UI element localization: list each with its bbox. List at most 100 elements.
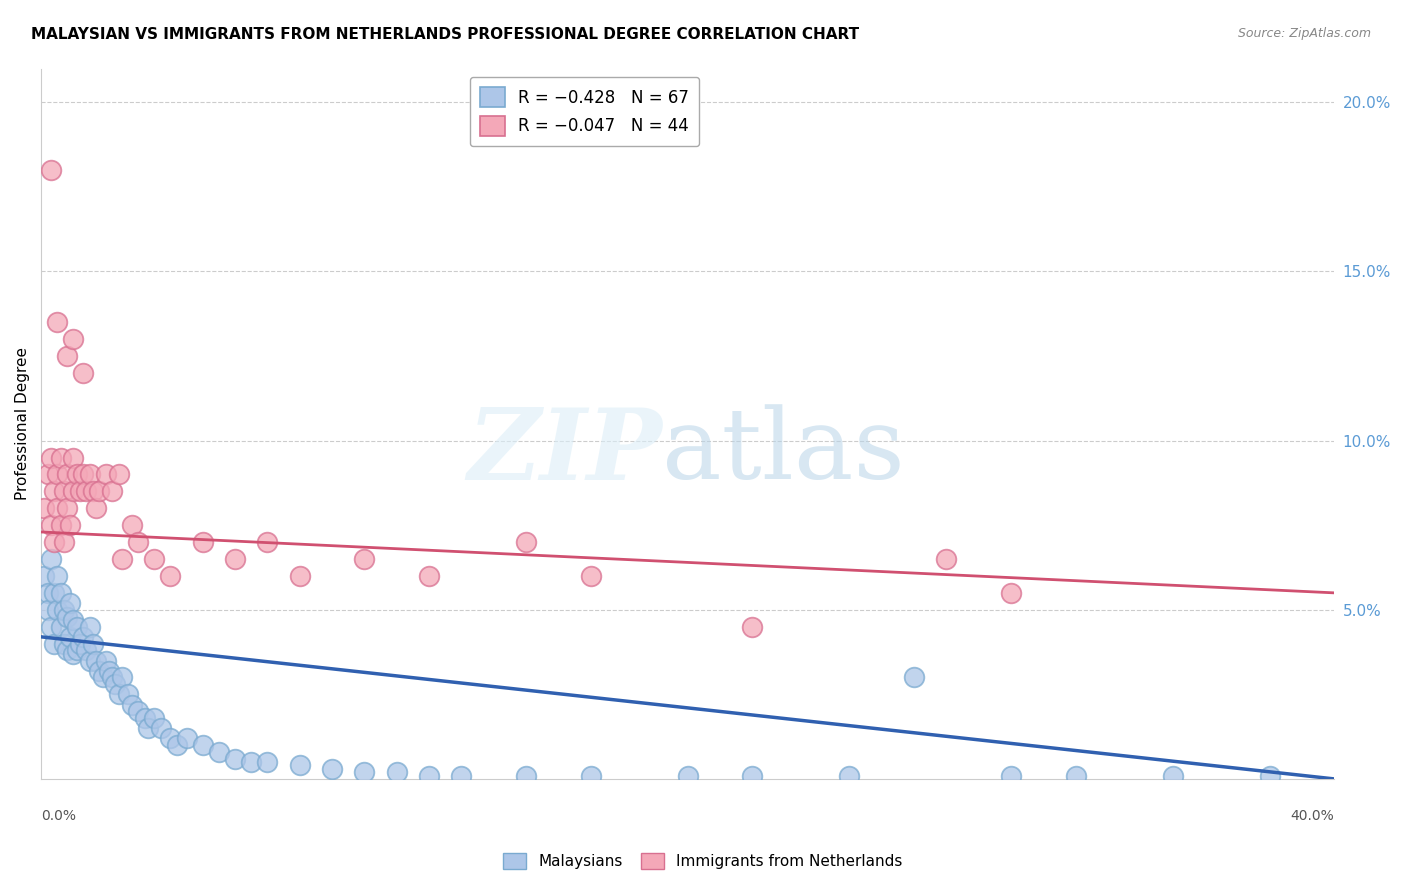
- Point: [176, 731, 198, 746]
- Point: [62, 613, 84, 627]
- Point: [136, 721, 159, 735]
- Point: [418, 768, 440, 782]
- Point: [676, 768, 699, 782]
- Point: [127, 704, 149, 718]
- Text: atlas: atlas: [662, 404, 904, 500]
- Legend: Malaysians, Immigrants from Netherlands: Malaysians, Immigrants from Netherlands: [498, 847, 908, 875]
- Point: [1161, 768, 1184, 782]
- Point: [46, 315, 69, 329]
- Point: [62, 647, 84, 661]
- Point: [46, 501, 69, 516]
- Point: [59, 630, 82, 644]
- Point: [515, 768, 537, 782]
- Point: [94, 467, 117, 482]
- Point: [52, 484, 75, 499]
- Text: Source: ZipAtlas.com: Source: ZipAtlas.com: [1237, 27, 1371, 40]
- Point: [59, 596, 82, 610]
- Point: [741, 768, 763, 782]
- Point: [353, 765, 375, 780]
- Point: [49, 518, 72, 533]
- Point: [59, 518, 82, 533]
- Point: [903, 670, 925, 684]
- Point: [56, 467, 79, 482]
- Text: 0.0%: 0.0%: [41, 809, 76, 823]
- Point: [321, 762, 343, 776]
- Point: [107, 687, 129, 701]
- Point: [240, 755, 263, 769]
- Point: [42, 586, 65, 600]
- Point: [52, 535, 75, 549]
- Point: [117, 687, 139, 701]
- Text: 40.0%: 40.0%: [1291, 809, 1334, 823]
- Point: [256, 755, 278, 769]
- Point: [72, 366, 94, 380]
- Point: [579, 569, 602, 583]
- Point: [101, 670, 124, 684]
- Point: [121, 518, 143, 533]
- Point: [101, 484, 124, 499]
- Point: [72, 467, 94, 482]
- Point: [143, 552, 166, 566]
- Point: [62, 450, 84, 465]
- Text: MALAYSIAN VS IMMIGRANTS FROM NETHERLANDS PROFESSIONAL DEGREE CORRELATION CHART: MALAYSIAN VS IMMIGRANTS FROM NETHERLANDS…: [31, 27, 859, 42]
- Y-axis label: Professional Degree: Professional Degree: [15, 347, 30, 500]
- Point: [39, 450, 62, 465]
- Point: [56, 501, 79, 516]
- Point: [62, 484, 84, 499]
- Point: [127, 535, 149, 549]
- Point: [37, 603, 59, 617]
- Point: [134, 711, 156, 725]
- Point: [66, 643, 89, 657]
- Point: [49, 586, 72, 600]
- Point: [935, 552, 957, 566]
- Point: [39, 518, 62, 533]
- Point: [191, 535, 214, 549]
- Point: [37, 586, 59, 600]
- Point: [52, 637, 75, 651]
- Point: [75, 643, 97, 657]
- Point: [46, 569, 69, 583]
- Point: [191, 738, 214, 752]
- Point: [69, 484, 91, 499]
- Point: [79, 467, 101, 482]
- Point: [741, 620, 763, 634]
- Point: [579, 768, 602, 782]
- Point: [66, 467, 89, 482]
- Point: [34, 501, 56, 516]
- Point: [288, 758, 311, 772]
- Point: [385, 765, 408, 780]
- Point: [82, 637, 104, 651]
- Point: [353, 552, 375, 566]
- Point: [66, 620, 89, 634]
- Point: [49, 620, 72, 634]
- Point: [42, 484, 65, 499]
- Point: [69, 637, 91, 651]
- Point: [62, 332, 84, 346]
- Point: [159, 569, 181, 583]
- Point: [82, 484, 104, 499]
- Point: [1000, 768, 1022, 782]
- Point: [450, 768, 472, 782]
- Point: [1000, 586, 1022, 600]
- Point: [84, 653, 107, 667]
- Point: [56, 349, 79, 363]
- Point: [98, 664, 121, 678]
- Point: [79, 653, 101, 667]
- Point: [39, 163, 62, 178]
- Point: [143, 711, 166, 725]
- Point: [208, 745, 231, 759]
- Point: [159, 731, 181, 746]
- Point: [46, 467, 69, 482]
- Point: [94, 653, 117, 667]
- Point: [224, 552, 246, 566]
- Point: [39, 552, 62, 566]
- Point: [1258, 768, 1281, 782]
- Point: [72, 630, 94, 644]
- Point: [75, 484, 97, 499]
- Point: [418, 569, 440, 583]
- Point: [224, 751, 246, 765]
- Point: [1064, 768, 1087, 782]
- Point: [256, 535, 278, 549]
- Point: [37, 467, 59, 482]
- Text: ZIP: ZIP: [467, 404, 662, 500]
